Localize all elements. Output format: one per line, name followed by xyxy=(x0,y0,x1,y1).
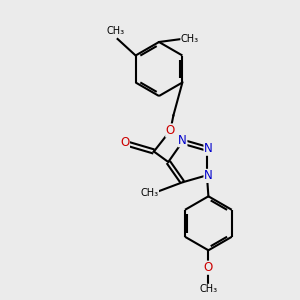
Text: CH₃: CH₃ xyxy=(181,34,199,44)
Text: CH₃: CH₃ xyxy=(140,188,159,198)
Text: O: O xyxy=(120,136,129,149)
Text: O: O xyxy=(166,124,175,137)
Text: O: O xyxy=(204,261,213,274)
Text: N: N xyxy=(178,134,187,147)
Text: N: N xyxy=(204,169,213,182)
Text: CH₃: CH₃ xyxy=(106,26,124,37)
Text: CH₃: CH₃ xyxy=(199,284,218,294)
Text: N: N xyxy=(204,142,213,155)
